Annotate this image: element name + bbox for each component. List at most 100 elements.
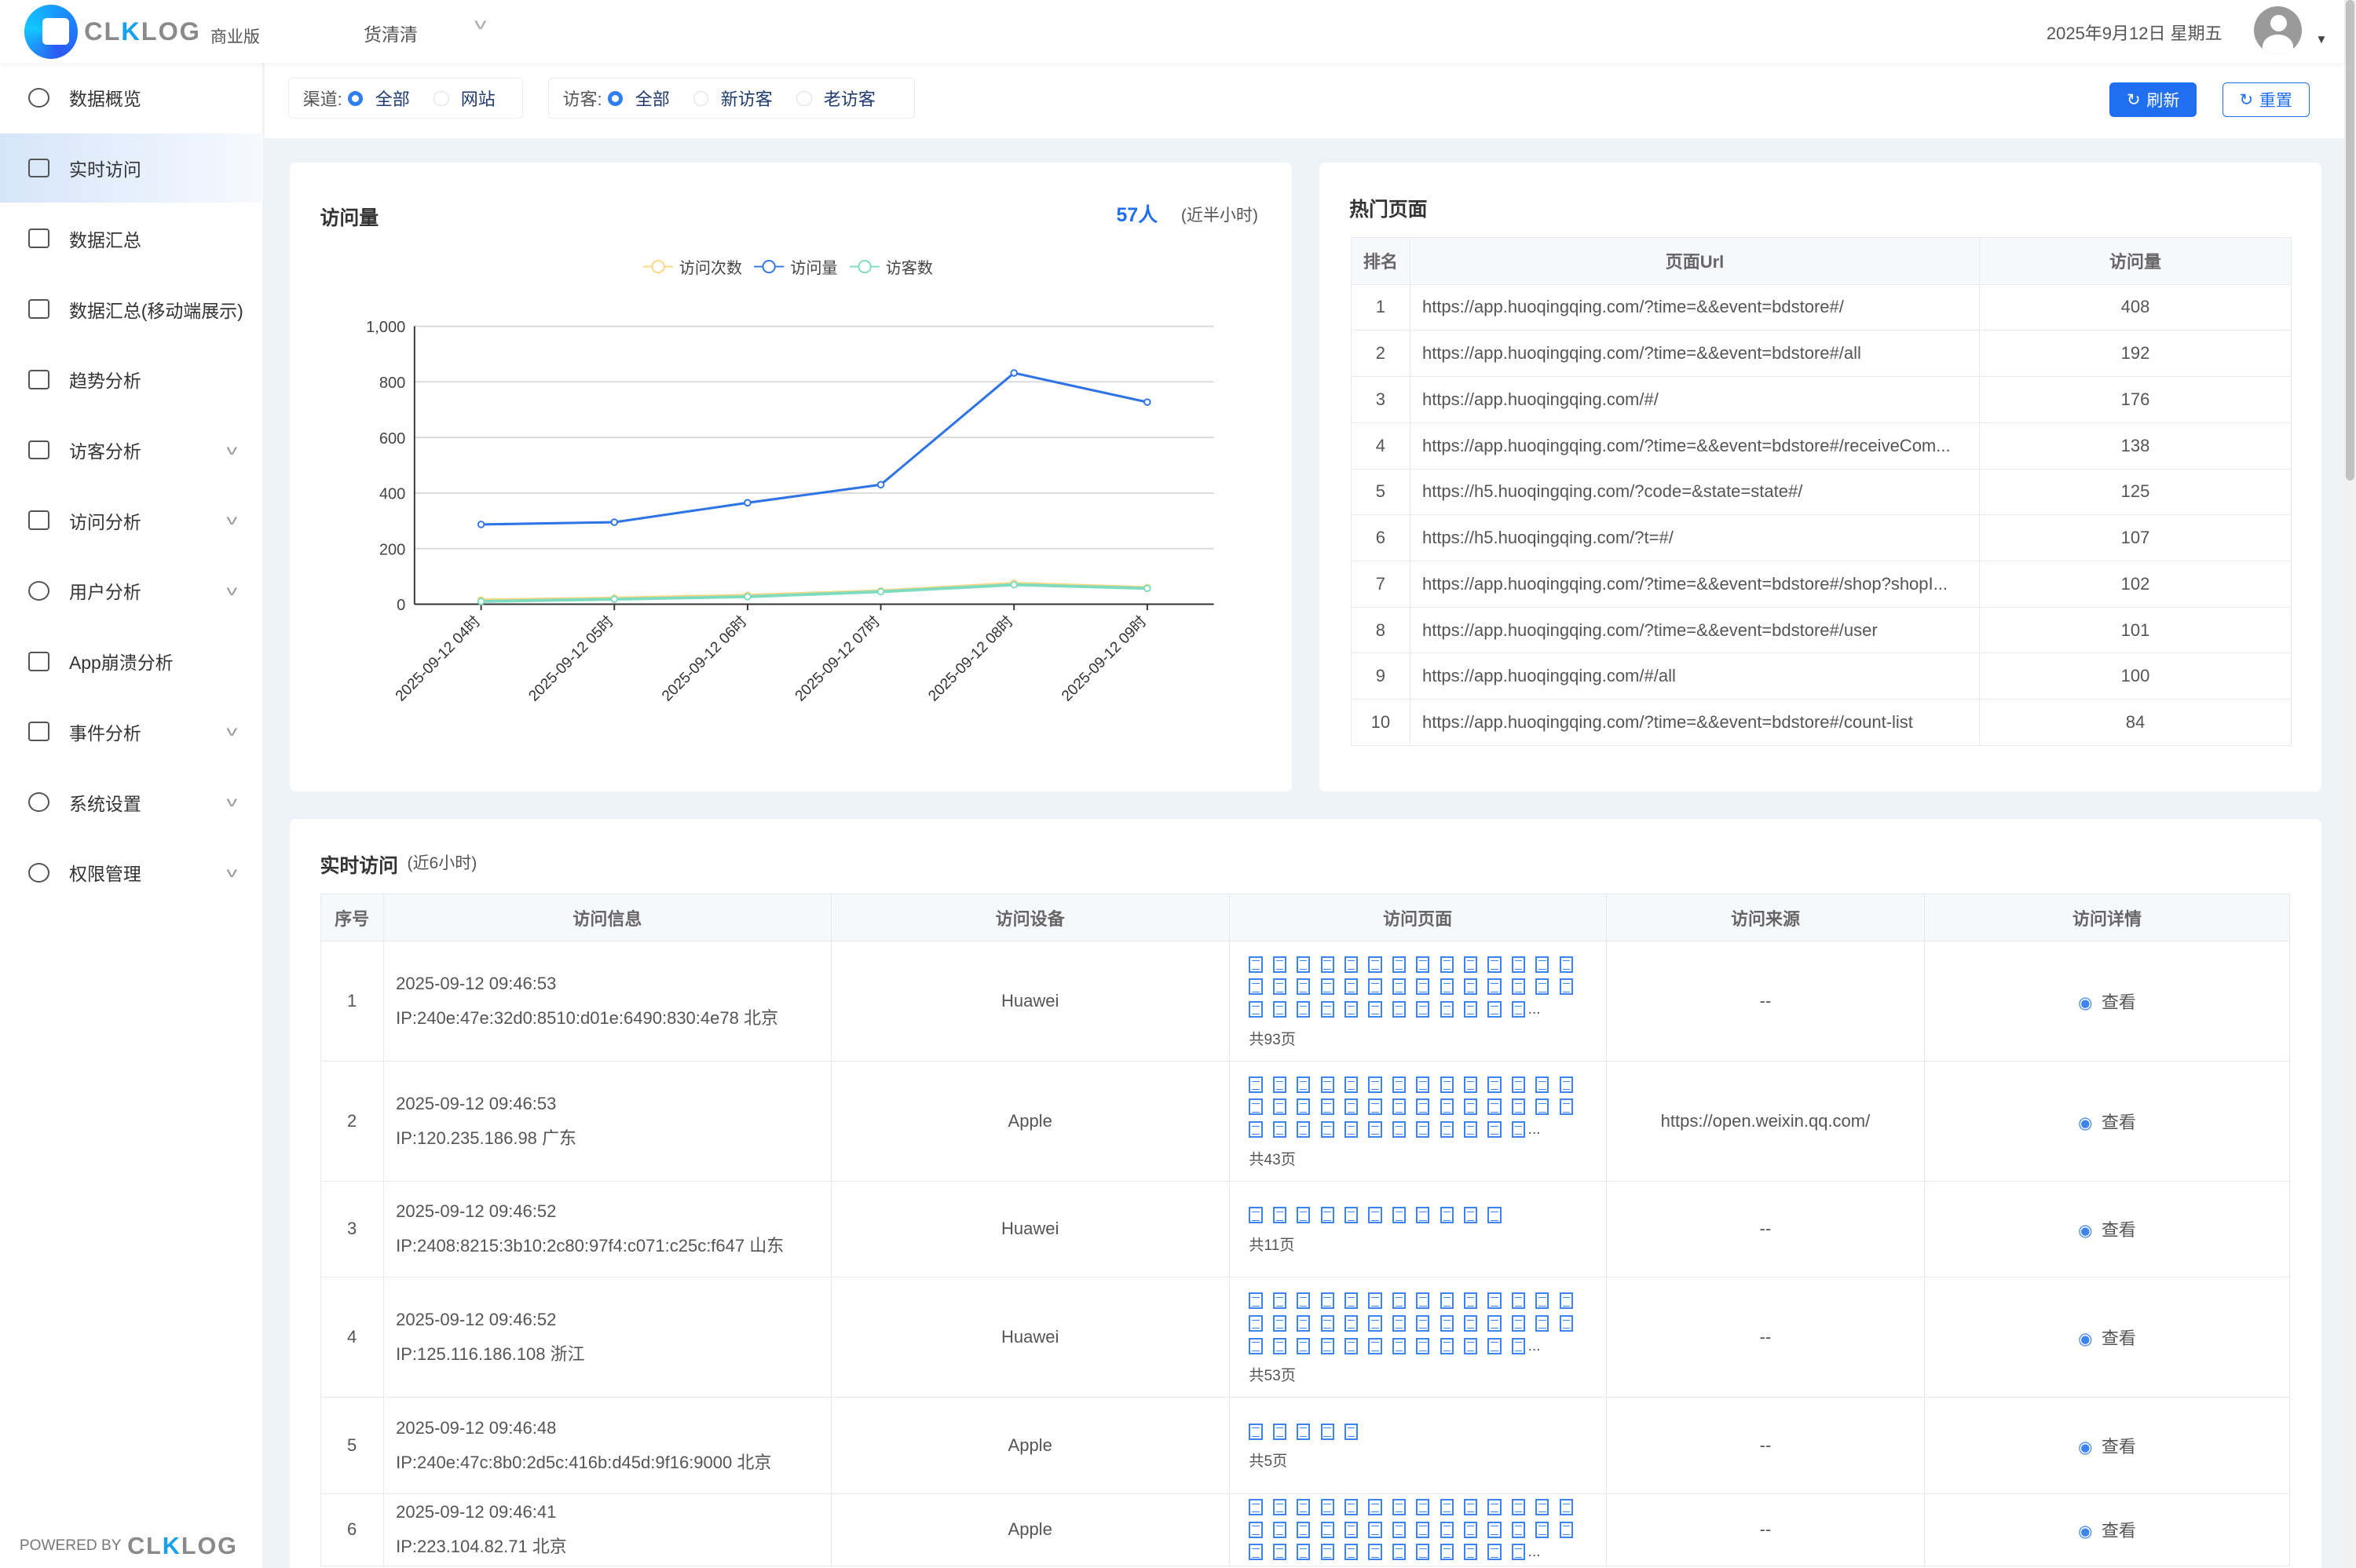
channel-radio[interactable]: 全部 xyxy=(348,86,410,111)
page-icon[interactable] xyxy=(1440,1314,1454,1332)
page-icon[interactable] xyxy=(1535,956,1549,973)
page-icon[interactable] xyxy=(1392,1001,1407,1018)
page-icon[interactable] xyxy=(1511,1337,1526,1354)
visitor-radio[interactable]: 老访客 xyxy=(796,86,876,111)
page-icon[interactable] xyxy=(1344,1076,1359,1093)
page-icon[interactable] xyxy=(1272,1423,1286,1440)
sidebar-item[interactable]: 访问分析 v xyxy=(0,486,263,555)
page-icon[interactable] xyxy=(1464,956,1478,973)
page-icon[interactable] xyxy=(1272,1521,1286,1538)
page-icon[interactable] xyxy=(1487,1544,1502,1561)
chevron-down-icon[interactable]: v xyxy=(226,864,238,880)
page-icon[interactable] xyxy=(1368,1001,1382,1018)
page-icon[interactable] xyxy=(1511,1498,1526,1515)
page-icon[interactable] xyxy=(1297,1207,1311,1224)
page-icon[interactable] xyxy=(1297,1121,1311,1139)
view-button[interactable]: ◉ 查看 xyxy=(2078,1220,2136,1240)
reset-button[interactable]: ↻ 重置 xyxy=(2222,82,2310,118)
legend-item[interactable]: 访客数 xyxy=(849,255,933,278)
page-icon[interactable] xyxy=(1559,1521,1573,1538)
page-icon[interactable] xyxy=(1344,1098,1359,1116)
page-icon[interactable] xyxy=(1416,1337,1430,1354)
page-icon[interactable] xyxy=(1297,1337,1311,1354)
page-icon[interactable] xyxy=(1272,1001,1286,1018)
legend-item[interactable]: 访问次数 xyxy=(642,255,742,278)
page-icon[interactable] xyxy=(1272,1292,1286,1310)
sidebar-item[interactable]: 趋势分析 xyxy=(0,345,263,414)
page-icon[interactable] xyxy=(1272,1337,1286,1354)
url-cell[interactable]: https://app.huoqingqing.com/?time=&&even… xyxy=(1409,699,1981,746)
page-icon[interactable] xyxy=(1535,1314,1549,1332)
page-icon[interactable] xyxy=(1368,1337,1382,1354)
page-icon[interactable] xyxy=(1487,1098,1502,1116)
page-icon[interactable] xyxy=(1464,1001,1478,1018)
channel-radio[interactable]: 网站 xyxy=(434,86,496,111)
page-icon[interactable] xyxy=(1464,1521,1478,1538)
page-icon[interactable] xyxy=(1272,1314,1286,1332)
page-icon[interactable] xyxy=(1440,1001,1454,1018)
sidebar-item[interactable]: 系统设置 v xyxy=(0,768,263,837)
page-icon[interactable] xyxy=(1392,1544,1407,1561)
page-icon[interactable] xyxy=(1368,1521,1382,1538)
page-icon[interactable] xyxy=(1511,1121,1526,1139)
page-icon[interactable] xyxy=(1249,1314,1263,1332)
url-cell[interactable]: https://app.huoqingqing.com/#/ xyxy=(1409,376,1981,423)
page-icon[interactable] xyxy=(1559,1292,1573,1310)
page-icon[interactable] xyxy=(1368,1544,1382,1561)
page-icon[interactable] xyxy=(1464,1207,1478,1224)
page-icon[interactable] xyxy=(1368,978,1382,996)
page-icon[interactable] xyxy=(1440,1076,1454,1093)
page-icon[interactable] xyxy=(1249,978,1263,996)
page-icon[interactable] xyxy=(1416,1076,1430,1093)
page-icon[interactable] xyxy=(1249,1521,1263,1538)
page-icon[interactable] xyxy=(1440,1207,1454,1224)
page-icon[interactable] xyxy=(1440,956,1454,973)
view-button[interactable]: ◉ 查看 xyxy=(2078,1437,2136,1457)
page-icon[interactable] xyxy=(1249,1001,1263,1018)
data-point[interactable] xyxy=(744,499,752,506)
url-cell[interactable]: https://app.huoqingqing.com/?time=&&even… xyxy=(1409,560,1981,608)
page-icon[interactable] xyxy=(1487,1292,1502,1310)
page-icon[interactable] xyxy=(1320,1001,1334,1018)
page-icon[interactable] xyxy=(1559,956,1573,973)
page-icon[interactable] xyxy=(1272,1076,1286,1093)
page-icon[interactable] xyxy=(1416,1098,1430,1116)
page-icon[interactable] xyxy=(1368,956,1382,973)
url-cell[interactable]: https://app.huoqingqing.com/?time=&&even… xyxy=(1409,330,1981,378)
page-icon[interactable] xyxy=(1440,1098,1454,1116)
sidebar-item[interactable]: 数据汇总(移动端展示) xyxy=(0,275,263,344)
page-icon[interactable] xyxy=(1511,1521,1526,1538)
page-icon[interactable] xyxy=(1416,1001,1430,1018)
page-icon[interactable] xyxy=(1392,978,1407,996)
page-icon[interactable] xyxy=(1416,1121,1430,1139)
page-icon[interactable] xyxy=(1511,1098,1526,1116)
data-point[interactable] xyxy=(1010,580,1019,589)
page-icon[interactable] xyxy=(1392,1292,1407,1310)
page-icon[interactable] xyxy=(1320,956,1334,973)
page-icon[interactable] xyxy=(1344,1544,1359,1561)
page-icon[interactable] xyxy=(1392,1076,1407,1093)
chevron-down-icon[interactable]: v xyxy=(226,582,238,598)
page-icon[interactable] xyxy=(1511,956,1526,973)
page-icon[interactable] xyxy=(1344,1423,1359,1440)
page-icon[interactable] xyxy=(1344,1121,1359,1139)
chevron-down-icon[interactable]: v xyxy=(226,794,238,810)
page-icon[interactable] xyxy=(1344,1292,1359,1310)
data-point[interactable] xyxy=(477,597,485,605)
page-icon[interactable] xyxy=(1249,1544,1263,1561)
page-icon[interactable] xyxy=(1559,1076,1573,1093)
url-cell[interactable]: https://h5.huoqingqing.com/?code=&state=… xyxy=(1409,468,1981,516)
url-cell[interactable]: https://h5.huoqingqing.com/?t=#/ xyxy=(1409,514,1981,561)
page-icon[interactable] xyxy=(1535,1292,1549,1310)
page-icon[interactable] xyxy=(1297,1001,1311,1018)
data-point[interactable] xyxy=(1010,368,1019,377)
page-icon[interactable] xyxy=(1297,956,1311,973)
page-icon[interactable] xyxy=(1511,1001,1526,1018)
data-point[interactable] xyxy=(1143,584,1151,592)
page-icon[interactable] xyxy=(1464,1292,1478,1310)
page-icon[interactable] xyxy=(1487,978,1502,996)
view-button[interactable]: ◉ 查看 xyxy=(2078,992,2136,1012)
url-cell[interactable]: https://app.huoqingqing.com/#/all xyxy=(1409,652,1981,700)
page-icon[interactable] xyxy=(1297,1498,1311,1515)
page-scrollbar[interactable] xyxy=(2343,0,2356,1568)
